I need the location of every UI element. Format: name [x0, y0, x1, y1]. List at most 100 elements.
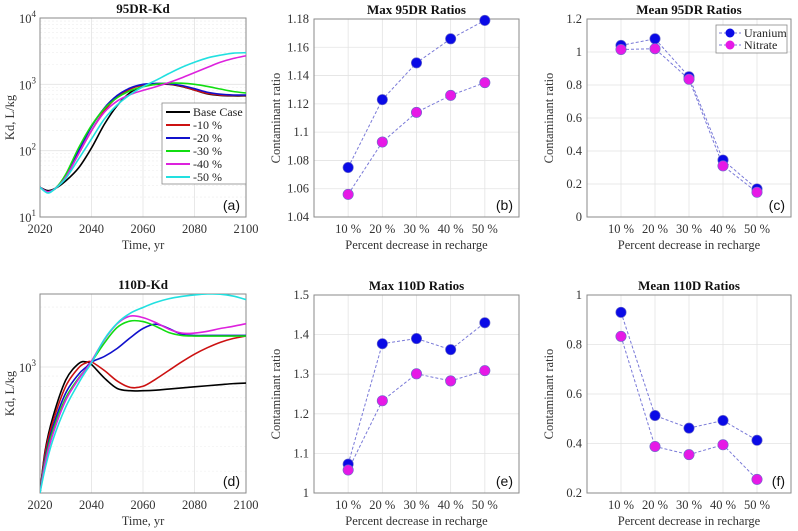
x-tick-label: 2060: [131, 222, 156, 236]
y-tick-label: 0.2: [566, 486, 582, 500]
markers-uranium: [615, 306, 763, 446]
y-tick-label: 1.16: [287, 40, 309, 54]
y-tick-label: 0.4: [566, 144, 582, 158]
x-axis-label: Percent decrease in recharge: [618, 238, 761, 252]
series-line-5: [40, 51, 246, 194]
x-axis-label: Time, yr: [122, 238, 165, 252]
x-tick-label: 10 %: [608, 498, 634, 512]
y-tick-base: 10: [19, 361, 32, 375]
y-axis-label: Kd, L/kg: [3, 370, 17, 416]
y-tick-label: 1.08: [287, 153, 309, 167]
data-point-nitrate: [615, 44, 627, 56]
y-tick-base: 10: [19, 211, 32, 225]
axes-frame: [313, 18, 520, 218]
panel-c: Mean 95DR Ratios 10 % 20 % 30 % 40 % 50 % Perc…: [542, 2, 792, 252]
data-point-uranium: [479, 14, 491, 26]
y-tick-exponent: 3: [32, 358, 37, 368]
legend-entry: Uranium: [744, 26, 787, 40]
x-tick-label: 2060: [131, 498, 156, 512]
x-tick-label: 40 %: [710, 498, 736, 512]
series-connector-line: [620, 48, 758, 193]
x-tick-label: 10 %: [608, 222, 634, 236]
y-tick-label: 1.1: [293, 446, 309, 460]
y-tick-label: 0.8: [566, 338, 582, 352]
chart-title: Max 95DR Ratios: [367, 2, 466, 17]
panel-tag: (e): [496, 473, 513, 489]
y-tick-label: 1.2: [566, 12, 582, 26]
data-point-uranium: [649, 410, 661, 422]
series-line-1: [40, 335, 246, 493]
x-axis-label: Percent decrease in recharge: [345, 514, 488, 528]
y-tick-base: 10: [19, 12, 32, 26]
x-axis-label: Time, yr: [122, 514, 165, 528]
markers-nitrate: [342, 77, 491, 200]
markers-nitrate: [615, 43, 763, 198]
data-point-uranium: [410, 57, 422, 69]
legend-entry: Nitrate: [744, 38, 777, 52]
y-tick-label: 1.12: [287, 97, 309, 111]
y-tick-label: 1.14: [287, 69, 310, 83]
y-tick-exponent: 3: [32, 75, 37, 85]
x-tick-label: 50 %: [472, 222, 498, 236]
y-tick-label: 0.6: [566, 111, 582, 125]
panel-tag: (f): [772, 473, 785, 489]
series-line-4: [40, 314, 246, 493]
data-point-uranium: [376, 94, 388, 106]
panel-tag: (d): [223, 473, 240, 489]
data-point-nitrate: [376, 395, 388, 407]
markers-nitrate: [342, 365, 491, 476]
series-connector-line: [347, 322, 486, 465]
legend-entry: -40 %: [193, 157, 222, 171]
data-point-nitrate: [717, 160, 729, 172]
x-tick-label: 20 %: [369, 498, 395, 512]
legend-box: [161, 102, 247, 185]
x-axis-label: Percent decrease in recharge: [345, 238, 488, 252]
y-tick-label: 0.8: [566, 78, 582, 92]
x-tick-label: 30 %: [403, 222, 429, 236]
x-tick-label: 2100: [234, 222, 259, 236]
data-point-nitrate: [410, 368, 422, 380]
panel-b: Max 95DR Ratios 10 % 20 % 30 % 40 % 50 % Perce…: [269, 2, 520, 252]
data-point-uranium: [751, 434, 763, 446]
y-axis-label: Kd, L/kg: [3, 94, 17, 140]
x-tick-label: 2020: [28, 222, 53, 236]
x-tick-label: 2040: [79, 498, 104, 512]
data-point-nitrate: [683, 449, 695, 461]
x-tick-label: 40 %: [438, 498, 464, 512]
data-point-uranium: [649, 33, 661, 45]
x-tick-label: 40 %: [710, 222, 736, 236]
y-tick-label: 103: [19, 358, 37, 375]
y-tick-label: 0.6: [566, 387, 582, 401]
series-line-3: [40, 82, 246, 193]
x-tick-label: 50 %: [472, 498, 498, 512]
lines: [40, 51, 246, 194]
x-tick-label: 30 %: [403, 498, 429, 512]
data-point-uranium: [445, 33, 457, 45]
data-point-nitrate: [649, 440, 661, 452]
data-point-uranium: [376, 338, 388, 350]
legend-entry: -50 %: [193, 170, 222, 184]
legend-entry: -30 %: [193, 144, 222, 158]
markers-uranium: [342, 14, 491, 174]
y-tick-label: 1: [303, 486, 309, 500]
panel-tag: (c): [769, 197, 785, 213]
data-point-uranium: [615, 306, 627, 318]
x-tick-label: 2040: [79, 222, 104, 236]
y-tick-label: 0.2: [566, 177, 582, 191]
y-tick-label: 103: [19, 75, 37, 92]
y-axis-label: Contaminant ratio: [542, 73, 556, 164]
series-nitrate: [620, 48, 758, 193]
y-tick-label: 1.1: [293, 125, 309, 139]
chart-title: 110D-Kd: [118, 277, 169, 292]
legend-entry: -20 %: [193, 131, 222, 145]
y-tick-label: 1.4: [293, 328, 309, 342]
axes-frame: [586, 294, 792, 494]
legend-entry: Base Case: [193, 105, 243, 119]
y-tick-label: 1.2: [293, 407, 309, 421]
y-axis-label: Contaminant ratio: [269, 349, 283, 440]
data-point-nitrate: [376, 136, 388, 148]
chart-title: 95DR-Kd: [116, 1, 170, 16]
